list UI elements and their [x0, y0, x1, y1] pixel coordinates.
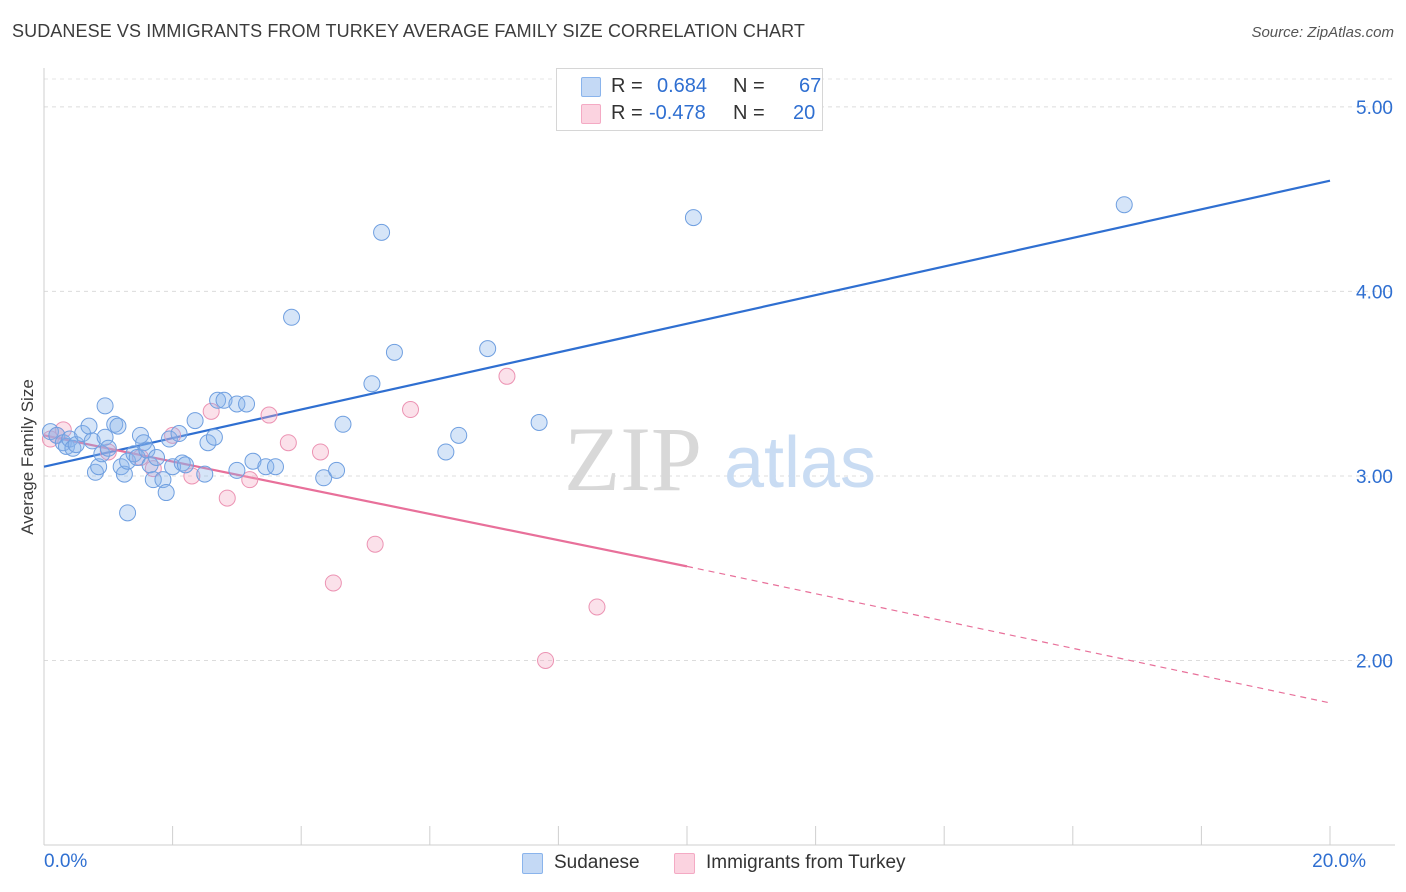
sudanese-point: [266, 458, 284, 476]
stats-legend: R = 0.684 N = 67 R = -0.478 N = 20: [556, 68, 823, 131]
sudanese-swatch: [522, 853, 543, 874]
legend-n-label: N =: [733, 102, 765, 124]
y-tick-label: 4.00: [1356, 282, 1393, 303]
sudanese-swatch: [581, 77, 601, 97]
sudanese-point: [228, 461, 246, 479]
sudanese-point: [80, 417, 98, 435]
sudanese-point: [315, 469, 333, 487]
sudanese-point: [244, 452, 262, 470]
sudanese-point: [164, 458, 182, 476]
y-tick-label: 3.00: [1356, 467, 1393, 488]
x-tick-label-max: 20.0%: [1312, 851, 1366, 872]
sudanese-point: [67, 436, 85, 454]
legend-r-value: -0.478: [649, 102, 706, 124]
turkey-point: [324, 574, 342, 592]
legend-r-label: R =: [611, 75, 643, 97]
sudanese-point: [238, 395, 256, 413]
sudanese-point: [373, 223, 391, 241]
sudanese-point: [196, 465, 214, 483]
turkey-trend-extension: [686, 565, 1331, 704]
turkey-point: [183, 467, 201, 485]
sudanese-point: [437, 443, 455, 461]
turkey-swatch: [581, 104, 601, 124]
y-tick-label: 2.00: [1356, 651, 1393, 672]
legend-r-value: 0.684: [657, 75, 708, 97]
watermark: ZIP atlas: [564, 408, 876, 510]
sudanese-point: [176, 456, 194, 474]
sudanese-point: [334, 415, 352, 433]
y-tick-label: 5.00: [1356, 98, 1393, 119]
turkey-point: [279, 434, 297, 452]
chart-title: SUDANESE VS IMMIGRANTS FROM TURKEY AVERA…: [12, 21, 806, 41]
sudanese-point: [209, 391, 227, 409]
sudanese-point: [144, 471, 162, 489]
legend-n-label: N =: [733, 75, 765, 97]
legend-n-value: 67: [799, 75, 822, 97]
sudanese-point: [450, 426, 468, 444]
sudanese-point: [215, 391, 233, 409]
turkey-point: [260, 406, 278, 424]
data-points: [41, 196, 1133, 669]
turkey-point: [241, 471, 259, 489]
turkey-point: [99, 443, 117, 461]
sudanese-point: [1115, 196, 1133, 214]
sudanese-point: [96, 397, 114, 415]
sudanese-point: [385, 343, 403, 361]
sudanese-trend-line: [43, 179, 1331, 468]
sudanese-point: [157, 484, 175, 502]
sudanese-point: [83, 432, 101, 450]
sudanese-point: [115, 465, 133, 483]
sudanese-point: [148, 449, 166, 466]
sudanese-point: [228, 395, 246, 413]
sudanese-point: [99, 439, 117, 457]
sudanese-point: [160, 430, 178, 448]
legend-label-sudanese: Sudanese: [554, 852, 640, 873]
y-tick-labels: 2.00 3.00 4.00 5.00: [1356, 98, 1393, 673]
legend-n-value: 20: [793, 102, 816, 124]
sudanese-point: [96, 428, 114, 446]
sudanese-point: [170, 425, 188, 443]
sudanese-point: [479, 340, 497, 358]
sudanese-point: [119, 504, 137, 522]
source-credit: Source: ZipAtlas.com: [1251, 24, 1394, 41]
sudanese-point: [205, 428, 223, 446]
watermark-zip: ZIP: [564, 408, 702, 510]
sudanese-point: [257, 458, 275, 476]
watermark-atlas: atlas: [724, 423, 876, 503]
turkey-point: [202, 402, 220, 420]
turkey-point: [311, 443, 329, 461]
sudanese-point: [328, 461, 346, 479]
turkey-point: [498, 367, 516, 385]
legend-label-turkey: Immigrants from Turkey: [706, 852, 906, 873]
x-tick-label-min: 0.0%: [44, 851, 88, 872]
turkey-swatch: [674, 853, 695, 874]
turkey-point: [537, 651, 555, 669]
sudanese-point: [109, 417, 127, 435]
turkey-point: [218, 489, 236, 507]
turkey-point: [366, 535, 384, 553]
axes: [43, 68, 1395, 846]
turkey-point: [588, 598, 606, 616]
sudanese-point: [86, 463, 104, 481]
sudanese-point: [283, 308, 301, 326]
sudanese-point: [90, 458, 108, 476]
sudanese-point: [186, 412, 204, 430]
sudanese-point: [363, 375, 381, 393]
sudanese-point: [154, 471, 172, 489]
legend-r-label: R =: [611, 102, 643, 124]
sudanese-point: [684, 209, 702, 227]
sudanese-point: [530, 413, 548, 431]
turkey-point: [402, 401, 420, 419]
